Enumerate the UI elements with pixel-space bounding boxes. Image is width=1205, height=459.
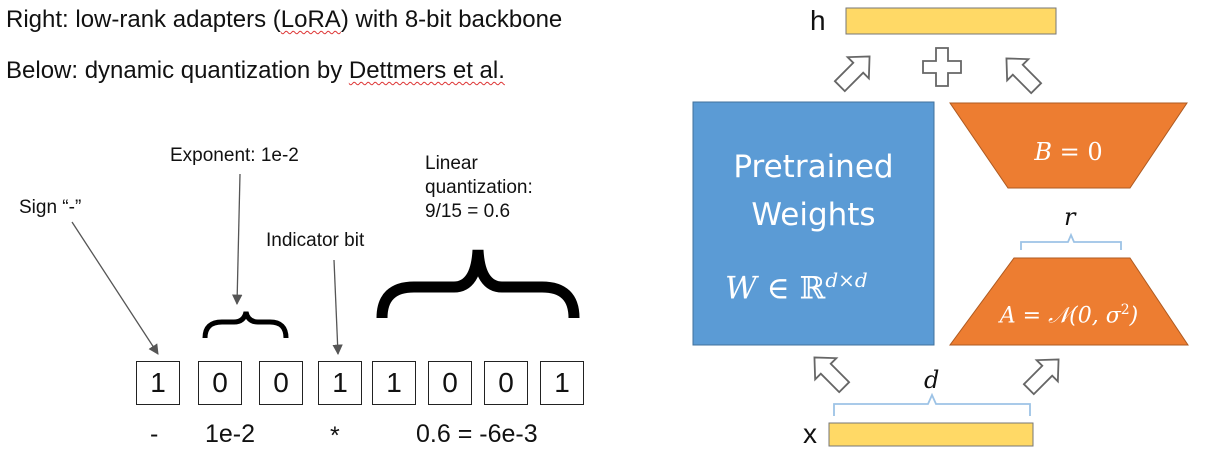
linear-brace <box>376 249 580 319</box>
w-formula: W ∈ ℝd×d <box>725 268 868 306</box>
decoded-result: 0.6 = -6e-3 <box>416 420 538 448</box>
a-matrix-trapezoid <box>949 257 1189 346</box>
decoded-sign: - <box>150 420 159 448</box>
real-symbol: ℝ <box>799 270 826 307</box>
header-line-2-authors: Dettmers et al. <box>348 57 505 84</box>
sign-arrow <box>71 221 159 355</box>
pretrained-line-2: Weights <box>751 197 876 233</box>
sign-label: Sign “-” <box>19 197 82 218</box>
header-line-1-prefix: Right: low-rank adapters ( <box>6 6 281 33</box>
a-formula: A = 𝒩(0, σ2) <box>950 302 1188 328</box>
b-equals-zero: = 0 <box>1059 138 1103 166</box>
bit-box-6: 0 <box>428 361 472 405</box>
decoded-exponent: 1e-2 <box>205 420 256 448</box>
pretrained-weights-block <box>692 101 935 346</box>
pretrained-line-1: Pretrained <box>733 149 894 185</box>
a-square: 2 <box>1120 302 1130 318</box>
x-bar <box>828 422 1034 447</box>
b-symbol: B <box>1034 138 1052 166</box>
linear-quantization-label: Linear quantization: 9/15 = 0.6 <box>425 152 533 223</box>
exponent-arrow <box>232 173 243 306</box>
b-formula: B = 0 <box>950 138 1187 166</box>
bit-box-3: 0 <box>259 361 303 405</box>
bit-box-4: 1 <box>318 361 362 405</box>
indicator-label: Indicator bit <box>266 230 365 251</box>
x-label: x <box>803 418 817 449</box>
pretrained-weights-text: Pretrained Weights <box>693 143 934 239</box>
x-to-a-arrow <box>1022 358 1060 396</box>
r-brace <box>1020 232 1122 250</box>
header-line-1: Right: low-rank adapters (LoRA) with 8-b… <box>6 6 562 34</box>
r-label: r <box>1064 203 1076 231</box>
b-to-h-arrow <box>1005 57 1043 95</box>
exponent-label: Exponent: 1e-2 <box>170 145 299 166</box>
linear-label-line-1: Linear <box>425 153 478 174</box>
pretrained-to-h-arrow <box>833 55 871 93</box>
d-label: d <box>924 366 940 394</box>
bit-box-5: 1 <box>372 361 416 405</box>
bit-box-1: 1 <box>136 361 180 405</box>
header-line-2: Below: dynamic quantization by Dettmers … <box>6 57 505 85</box>
in-symbol: ∈ <box>766 270 790 307</box>
bit-box-2: 0 <box>198 361 242 405</box>
a-equals-normal: = 𝒩(0, σ <box>1022 303 1121 329</box>
indicator-arrow <box>332 259 343 356</box>
h-label: h <box>810 5 826 36</box>
header-line-1-suffix: ) with 8-bit backbone <box>340 6 563 33</box>
bit-box-8: 1 <box>540 361 584 405</box>
bit-box-7: 0 <box>484 361 528 405</box>
b-matrix-trapezoid <box>949 102 1188 189</box>
linear-label-line-3: 9/15 = 0.6 <box>425 200 511 222</box>
a-close-paren: ) <box>1129 303 1139 329</box>
plus-icon <box>922 47 962 87</box>
header-line-2-prefix: Below: dynamic quantization by <box>6 57 349 84</box>
d-brace <box>833 392 1031 416</box>
x-to-pretrained-arrow <box>813 356 851 394</box>
linear-label-line-2: quantization: <box>425 176 533 198</box>
decoded-times: * <box>330 422 340 450</box>
h-bar <box>845 7 1057 35</box>
w-superscript: d×d <box>825 268 868 292</box>
header-line-1-lora: LoRA <box>280 6 341 33</box>
w-symbol: W <box>725 270 757 307</box>
exponent-brace <box>202 311 289 339</box>
a-symbol: A <box>999 303 1016 329</box>
